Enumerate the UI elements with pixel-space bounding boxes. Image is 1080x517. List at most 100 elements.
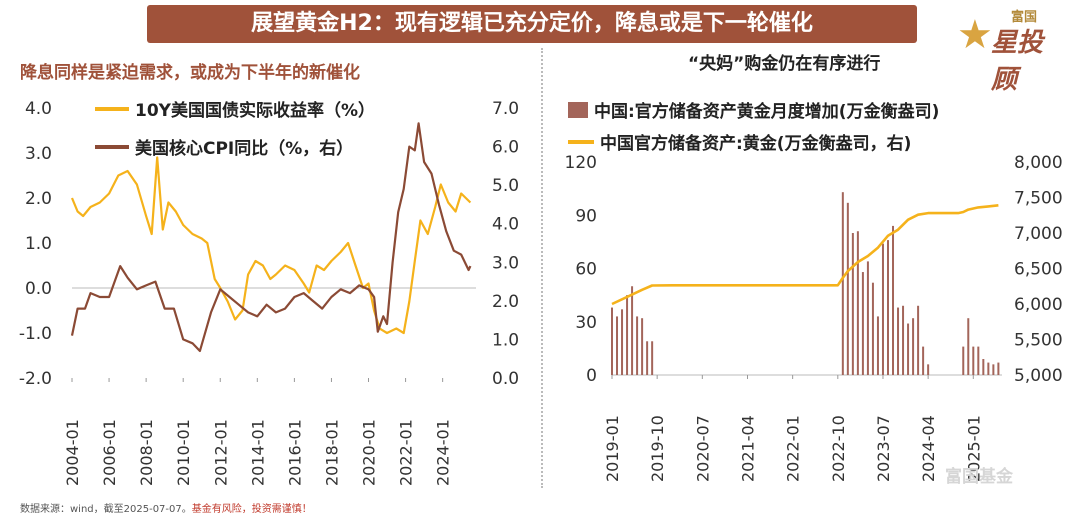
y-left-tick-label: 30: [575, 313, 597, 333]
y-right-tick-label: 2.0: [492, 292, 519, 312]
x-tick-label: 2019-10: [648, 415, 667, 482]
core-cpi-line: [70, 122, 472, 353]
monthly-increase-bar: [626, 295, 629, 375]
right-chart: 120 90 60 30 0 8,000 7,500 7,000 6,500 6,000 5,500…: [565, 153, 1063, 482]
x-tick-label: 2014-01: [248, 419, 267, 486]
left-legend-item-core-cpi: 美国核心CPI同比（%，右）: [95, 134, 353, 159]
right-legend-item-gold-reserve: 中国官方储备资产:黄金(万金衡盎司，右): [568, 129, 911, 154]
monthly-increase-bar: [876, 316, 879, 375]
star-icon: ★: [957, 12, 993, 58]
footnote-source: 数据来源：wind，截至2025-07-07。: [20, 504, 192, 515]
y-left-tick-label: 120: [565, 153, 597, 173]
monthly-increase-bar: [866, 261, 869, 375]
monthly-increase-bar: [856, 231, 859, 375]
x-tick-label: 2019-01: [603, 415, 622, 482]
y-right-tick-label: 0.0: [492, 369, 519, 389]
x-tick-label: 2018-01: [322, 419, 341, 486]
y-right-tick-label: 7,000: [1014, 224, 1063, 244]
real-yield-line: [70, 156, 472, 335]
x-tick-label: 2004-01: [63, 419, 82, 486]
y-left-tick-label: -2.0: [19, 369, 52, 389]
monthly-increase-bar: [641, 318, 644, 375]
legend-label: 中国官方储备资产:黄金(万金衡盎司，右): [600, 134, 912, 154]
monthly-increase-bar: [841, 192, 844, 375]
brand-logo: ★ 富国 星投顾: [955, 6, 1065, 95]
monthly-increase-bar: [881, 243, 884, 375]
x-tick-label: 2022-01: [397, 419, 416, 486]
legend-label: 10Y美国国债实际收益率（%）: [135, 101, 375, 121]
y-left-tick-label: 4.0: [25, 99, 52, 119]
x-tick-label: 2012-01: [211, 419, 230, 486]
monthly-increase-bar: [977, 346, 980, 375]
x-tick-label: 2023-07: [874, 415, 893, 482]
right-chart-title: “央妈”购金仍在有序进行: [688, 54, 881, 74]
monthly-increase-bar: [871, 282, 874, 375]
y-right-tick-label: 6,000: [1014, 295, 1063, 315]
monthly-increase-bar: [631, 286, 634, 375]
x-tick-label: 2010-01: [174, 419, 193, 486]
y-left-tick-label: 3.0: [25, 144, 52, 164]
monthly-increase-bar: [861, 272, 864, 375]
monthly-increase-bar: [912, 318, 915, 375]
footnote: 数据来源：wind，截至2025-07-07。基金有风险，投资需谨慎！: [20, 500, 312, 515]
monthly-increase-bar: [922, 346, 925, 375]
logo-top-text: 富国: [1011, 10, 1038, 25]
y-left-tick-label: -1.0: [19, 324, 52, 344]
legend-swatch: [568, 101, 588, 118]
x-tick-label: 2025-01: [964, 415, 983, 482]
y-right-tick-label: 1.0: [492, 330, 519, 350]
y-left-tick-label: 60: [575, 260, 597, 280]
y-right-tick-label: 7.0: [492, 99, 519, 119]
monthly-increase-bar: [987, 362, 990, 375]
x-tick-label: 2024-04: [919, 415, 938, 482]
monthly-increase-bar: [636, 316, 639, 375]
y-right-tick-label: 7,500: [1014, 189, 1063, 209]
y-right-tick-label: 8,000: [1014, 153, 1063, 173]
monthly-increase-bar: [962, 346, 965, 375]
monthly-increase-bar: [907, 323, 910, 375]
monthly-increase-bar: [982, 359, 985, 375]
y-left-tick-label: 90: [575, 206, 597, 226]
monthly-increase-bar: [846, 202, 849, 375]
y-right-tick-label: 5,000: [1014, 366, 1063, 386]
x-tick-label: 2020-01: [360, 419, 379, 486]
right-legend-item-monthly-increase: 中国:官方储备资产黄金月度增加(万金衡盎司): [568, 97, 939, 122]
x-tick-label: 2008-01: [137, 419, 156, 486]
x-tick-label: 2006-01: [100, 419, 119, 486]
left-chart-title: 降息同样是紧迫需求，或成为下半年的新催化: [20, 63, 360, 83]
gold-reserve-line: [611, 204, 999, 306]
monthly-increase-bar: [927, 364, 930, 375]
monthly-increase-bar: [972, 346, 975, 375]
watermark: 富国基金: [945, 467, 1013, 487]
legend-label: 中国:官方储备资产黄金月度增加(万金衡盎司): [594, 102, 940, 122]
x-tick-label: 2016-01: [285, 419, 304, 486]
chart-divider: [541, 48, 543, 488]
y-left-tick-label: 0.0: [25, 279, 52, 299]
y-right-tick-label: 4.0: [492, 215, 519, 235]
monthly-increase-bar: [967, 318, 970, 375]
y-left-tick-label: 2.0: [25, 189, 52, 209]
monthly-increase-bar: [646, 341, 649, 375]
monthly-increase-bar: [902, 305, 905, 375]
left-chart: 4.0 3.0 2.0 1.0 0.0 -1.0 -2.0 7.0 6.0 5.0 4.0 3.0 2.…: [19, 99, 519, 486]
left-legend-item-real-yield: 10Y美国国债实际收益率（%）: [95, 96, 375, 121]
y-right-tick-label: 6,500: [1014, 260, 1063, 280]
monthly-increase-bar: [621, 309, 624, 375]
monthly-increase-bar: [997, 362, 1000, 375]
logo-main-text: 星投顾: [991, 28, 1044, 95]
monthly-increase-bar: [616, 316, 619, 375]
legend-swatch: [95, 144, 129, 149]
footnote-warning: 基金有风险，投资需谨慎！: [191, 504, 312, 515]
monthly-increase-bar: [897, 307, 900, 375]
legend-swatch: [568, 139, 594, 144]
x-tick-label: 2022-01: [784, 415, 803, 482]
monthly-increase-bar: [886, 240, 889, 375]
y-right-tick-label: 6.0: [492, 138, 519, 158]
y-right-tick-label: 5,500: [1014, 331, 1063, 351]
monthly-increase-bar: [651, 341, 654, 375]
monthly-increase-bar: [892, 225, 895, 375]
legend-swatch: [95, 106, 129, 111]
x-tick-label: 2022-10: [829, 415, 848, 482]
y-left-tick-label: 0: [586, 366, 597, 386]
monthly-increase-bar: [917, 305, 920, 375]
